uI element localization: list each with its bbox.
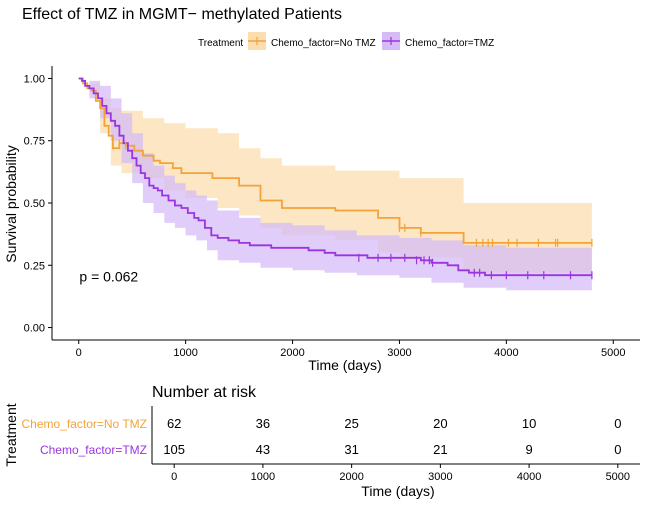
risk-x-axis-label: Time (days) [361, 483, 434, 499]
y-axis-label: Survival probability [3, 145, 19, 263]
legend-label-tmz: Chemo_factor=TMZ [405, 38, 494, 49]
risk-cell: 9 [525, 442, 532, 457]
risk-cell: 10 [522, 416, 536, 431]
x-tick-label: 3000 [387, 347, 411, 359]
risk-row-label: Chemo_factor=No TMZ [22, 417, 148, 431]
survival-curve-tmz [78, 77, 592, 277]
risk-x-tick-label: 3000 [428, 471, 452, 483]
risk-row-label: Chemo_factor=TMZ [40, 443, 147, 457]
risk-cell: 62 [167, 416, 181, 431]
y-tick-label: 0.00 [24, 323, 45, 335]
risk-x-axis-ticks: 0 1000 2000 3000 4000 5000 [171, 464, 630, 483]
legend-key-tmz [382, 32, 400, 50]
legend-label-no-tmz: Chemo_factor=No TMZ [271, 38, 376, 49]
risk-cell: 20 [433, 416, 447, 431]
p-value-annotation: p = 0.062 [79, 269, 138, 285]
risk-cell: 31 [344, 442, 358, 457]
survival-curves [78, 77, 592, 277]
risk-x-tick-label: 0 [171, 471, 177, 483]
risk-x-tick-label: 5000 [606, 471, 630, 483]
legend-title: Treatment [198, 38, 243, 49]
y-tick-label: 1.00 [24, 73, 45, 85]
x-tick-label: 0 [76, 347, 82, 359]
legend: Treatment Chemo_factor=No TMZ Chemo_fact… [198, 32, 494, 50]
risk-cell: 105 [163, 442, 185, 457]
x-axis-ticks: 0 1000 2000 3000 4000 5000 [76, 340, 626, 359]
risk-table-rows: Chemo_factor=No TMZ 62 36 25 20 10 0 Chemo_fact… [22, 416, 622, 457]
x-tick-label: 4000 [494, 347, 518, 359]
risk-table: Number at risk Chemo_factor=No TMZ 62 36 25… [3, 384, 640, 499]
x-tick-label: 2000 [280, 347, 304, 359]
y-tick-label: 0.75 [24, 136, 45, 148]
confidence-bands [78, 78, 592, 291]
y-tick-label: 0.25 [24, 260, 45, 272]
survival-curve-no-tmz [78, 77, 592, 244]
ci-band-no-tmz [78, 78, 592, 273]
risk-cell: 0 [614, 442, 621, 457]
risk-x-tick-label: 2000 [339, 471, 363, 483]
survival-plot: 0 1000 2000 3000 4000 5000 0.00 0.25 0.50 0.75 1.… [3, 66, 640, 373]
x-tick-label: 1000 [173, 347, 197, 359]
ci-band-tmz [78, 78, 592, 291]
risk-y-axis-label: Treatment [3, 403, 19, 466]
risk-cell: 21 [433, 442, 447, 457]
censor-marks [118, 139, 593, 280]
x-tick-label: 5000 [601, 347, 625, 359]
risk-cell: 43 [256, 442, 270, 457]
risk-cell: 0 [614, 416, 621, 431]
chart-title: Effect of TMZ in MGMT− methylated Patien… [22, 6, 342, 23]
risk-x-tick-label: 1000 [251, 471, 275, 483]
risk-table-axes [151, 406, 640, 465]
y-tick-label: 0.50 [24, 198, 45, 210]
risk-table-title: Number at risk [152, 384, 257, 401]
risk-cell: 25 [344, 416, 358, 431]
y-axis-ticks: 0.00 0.25 0.50 0.75 1.00 [24, 73, 52, 335]
legend-key-no-tmz [248, 32, 266, 50]
risk-cell: 36 [256, 416, 270, 431]
risk-x-tick-label: 4000 [517, 471, 541, 483]
x-axis-label: Time (days) [308, 357, 381, 373]
